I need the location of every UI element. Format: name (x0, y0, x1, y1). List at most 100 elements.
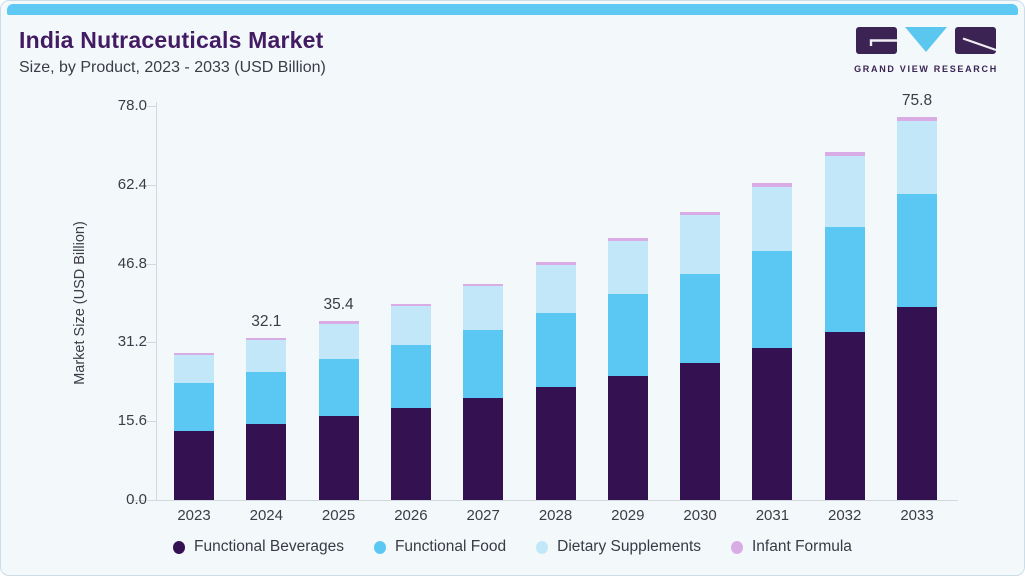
legend-label: Infant Formula (752, 538, 852, 555)
bar-segment-functional-food (174, 382, 214, 431)
x-tick-label-2033: 2033 (900, 507, 934, 524)
bar-segment-functional-beverages (390, 407, 431, 500)
y-tick-label: 31.2 (117, 333, 147, 351)
logo-v-triangle (905, 27, 947, 52)
bar-segment-dietary-supplements (752, 186, 793, 252)
x-tick-label-2026: 2026 (394, 507, 428, 524)
bar-2028 (535, 262, 576, 500)
x-tick-label-2030: 2030 (683, 507, 717, 524)
bar-segment-functional-food (390, 345, 431, 408)
y-tick-mark (146, 263, 156, 265)
y-tick-label: 62.4 (117, 175, 147, 193)
legend-item-functional-beverages: Functional Beverages (173, 538, 344, 556)
bar-segment-dietary-supplements (174, 355, 214, 383)
bar-segment-dietary-supplements (535, 265, 576, 314)
x-tick-label-2027: 2027 (466, 507, 500, 524)
bar-total-label-2033: 75.8 (901, 92, 933, 110)
bar-segment-infant-formula (824, 152, 865, 156)
page-title: India Nutraceuticals Market (19, 27, 324, 53)
bar-segment-infant-formula (318, 321, 359, 324)
bar-segment-functional-food (752, 251, 793, 349)
top-accent-bar (7, 4, 1018, 15)
bar-segment-infant-formula (463, 283, 504, 287)
y-tick-mark (146, 342, 156, 344)
y-tick-label: 0.0 (126, 491, 147, 508)
legend-marker-icon (536, 540, 549, 554)
bar-2027 (463, 283, 504, 500)
logo-text: GRAND VIEW RESEARCH (854, 64, 998, 74)
bar-2031 (752, 183, 793, 500)
page-subtitle: Size, by Product, 2023 - 2033 (USD Billi… (19, 59, 326, 76)
y-tick-label: 46.8 (117, 254, 147, 272)
bar-segment-functional-beverages (824, 332, 865, 500)
x-tick-label-2023: 2023 (177, 507, 211, 524)
legend-marker-icon (373, 540, 386, 554)
bar-segment-functional-beverages (752, 348, 793, 500)
x-tick-label-2031: 2031 (755, 507, 790, 524)
bar-total-label-2025: 35.4 (323, 296, 354, 314)
bar-2032 (824, 152, 865, 500)
x-tick-label-2024: 2024 (249, 507, 283, 524)
bar-2029 (607, 238, 648, 500)
bar-segment-dietary-supplements (318, 323, 359, 360)
bar-segment-functional-food (246, 372, 287, 425)
bar-segment-functional-food (897, 194, 937, 307)
bar-segment-dietary-supplements (390, 306, 431, 346)
bar-segment-functional-food (535, 313, 576, 388)
bar-2026 (390, 303, 431, 500)
bar-segment-dietary-supplements (607, 241, 648, 295)
bar-segment-functional-food (824, 226, 865, 333)
bar-segment-functional-food (607, 294, 648, 376)
y-tick-mark (146, 184, 156, 186)
legend-label: Functional Food (394, 538, 507, 555)
bar-segment-dietary-supplements (897, 120, 937, 195)
bar-2024 (246, 337, 287, 500)
bar-2023 (174, 353, 214, 500)
logo-r-glyph (962, 37, 997, 52)
bar-segment-infant-formula (752, 183, 793, 187)
bar-segment-functional-beverages (318, 416, 359, 500)
bar-segment-infant-formula (680, 212, 721, 216)
y-tick-label: 78.0 (117, 97, 147, 114)
bar-segment-infant-formula (246, 337, 287, 341)
bar-segment-infant-formula (897, 117, 937, 121)
y-tick-mark (146, 106, 156, 107)
bar-2025 (318, 321, 359, 500)
y-tick-mark (146, 500, 156, 501)
bar-segment-infant-formula (535, 262, 576, 266)
x-axis-line (131, 500, 958, 501)
y-axis-title: Market Size (USD Billion) (72, 221, 88, 385)
legend: Functional Beverages Functional Food Dieta… (1, 535, 1024, 559)
legend-label: Dietary Supplements (557, 538, 701, 555)
bar-segment-functional-food (318, 359, 359, 417)
bar-segment-functional-beverages (463, 397, 504, 500)
bar-segment-functional-beverages (535, 387, 576, 500)
bar-segment-functional-beverages (607, 375, 648, 500)
bar-2030 (680, 212, 721, 500)
bar-segment-functional-beverages (897, 306, 937, 500)
bar-segment-functional-food (463, 329, 504, 398)
y-tick-mark (146, 421, 156, 423)
logo-g-glyph (869, 39, 897, 46)
bar-segment-infant-formula (607, 238, 648, 242)
x-tick-label-2028: 2028 (538, 507, 573, 524)
bar-segment-dietary-supplements (246, 340, 287, 373)
bar-segment-functional-food (680, 273, 721, 363)
legend-item-infant-formula: Infant Formula (731, 538, 852, 556)
logo-r-block (955, 27, 996, 54)
y-axis-line (156, 102, 157, 501)
legend-item-dietary-supplements: Dietary Supplements (536, 538, 701, 556)
bar-total-label-2024: 32.1 (251, 312, 282, 330)
bar-2033 (897, 117, 937, 500)
bar-segment-functional-beverages (246, 424, 287, 500)
legend-marker-icon (731, 540, 743, 554)
grand-view-research-logo: GRAND VIEW RESEARCH (854, 27, 998, 74)
bar-segment-dietary-supplements (680, 215, 721, 274)
plot-area: 32.1 35.4 75.8 (157, 92, 959, 500)
bar-segment-infant-formula (174, 353, 214, 356)
x-tick-label-2032: 2032 (828, 507, 862, 524)
bar-segment-functional-beverages (680, 362, 721, 500)
y-tick-label: 15.6 (117, 412, 147, 430)
legend-label: Functional Beverages (194, 538, 344, 555)
x-tick-label-2029: 2029 (611, 507, 645, 524)
